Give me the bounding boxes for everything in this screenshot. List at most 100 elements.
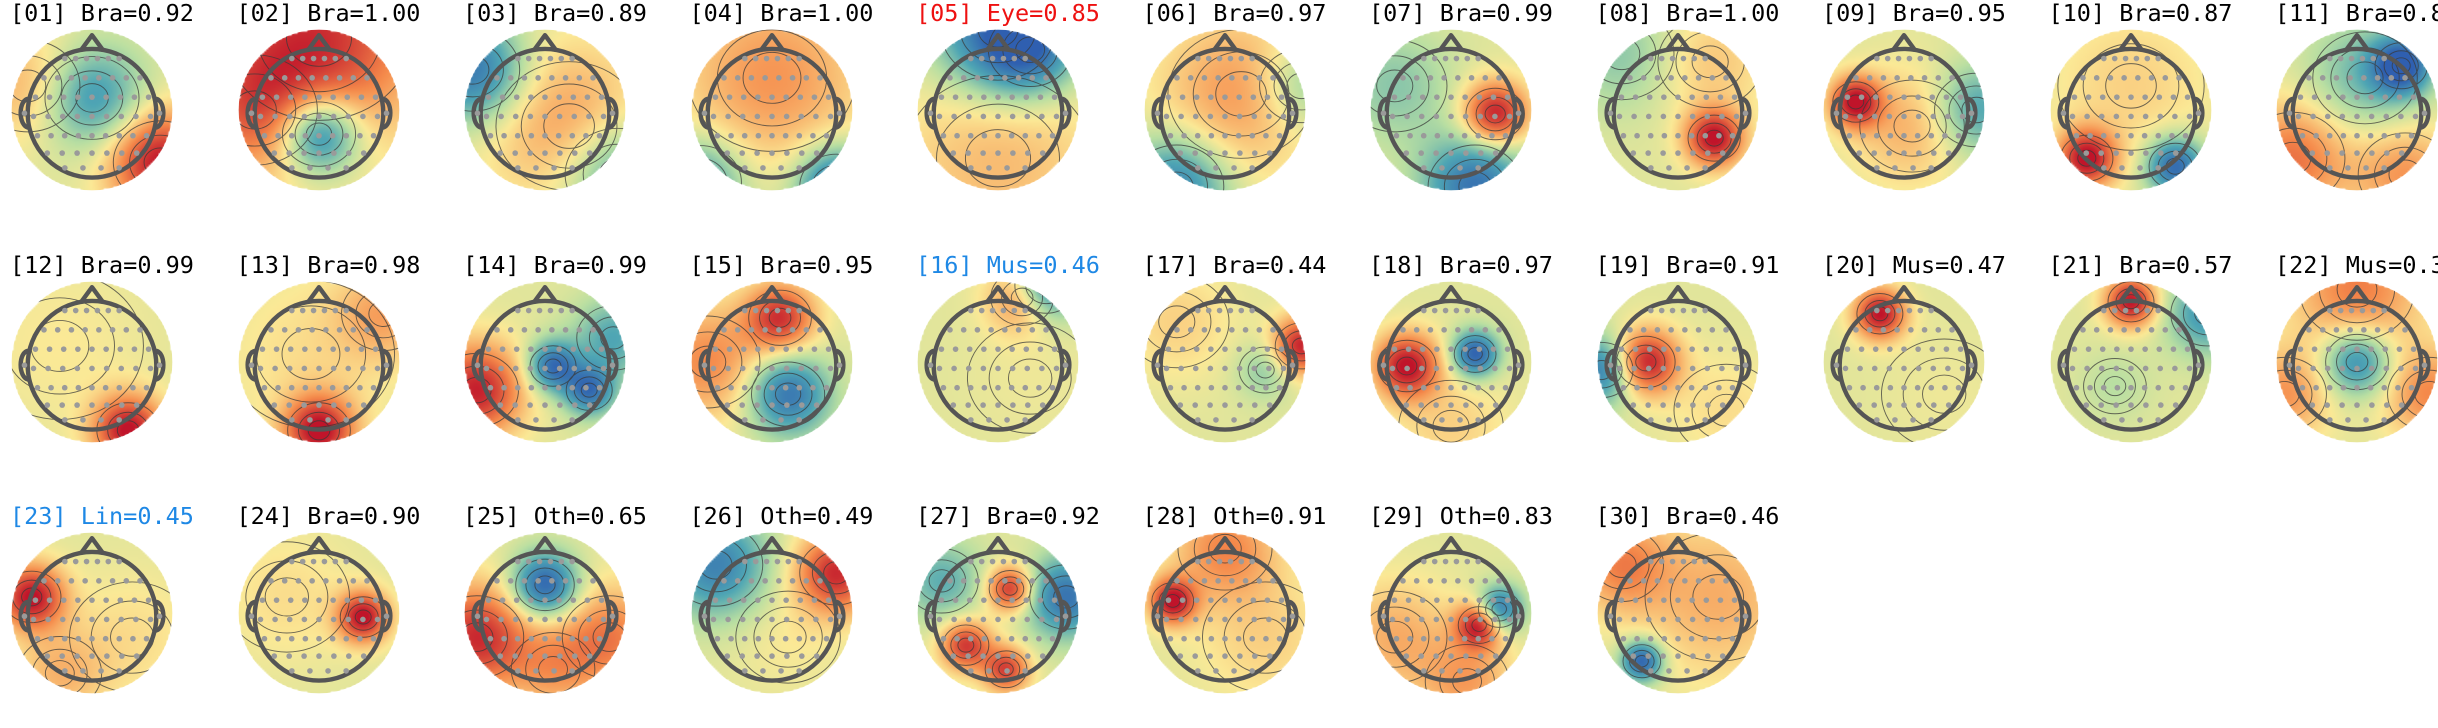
electrode-dot	[555, 635, 562, 642]
electrode-dot	[2133, 55, 2139, 62]
contour-line	[582, 143, 626, 191]
electrode-dot	[322, 578, 329, 584]
electrode-dot	[2325, 345, 2332, 352]
electrode-dot	[1688, 597, 1695, 603]
electrode-dot	[825, 345, 831, 352]
electrode-dot	[1719, 653, 1726, 659]
electrode-dot	[1276, 635, 1282, 642]
electrode-dot	[740, 597, 747, 603]
electrode-dot	[1929, 94, 1936, 100]
right-ear-marker	[1966, 348, 1978, 382]
electrode-dot	[763, 307, 769, 313]
left-ear-marker	[2283, 348, 2295, 382]
electrode-dot	[1205, 307, 1212, 313]
electrode-dot	[46, 597, 53, 603]
electrode-dot	[1214, 75, 1221, 81]
electrode-dot	[2127, 94, 2134, 100]
electrode-dot	[1228, 326, 1235, 333]
electrode-dot	[2395, 384, 2401, 391]
electrode-dot	[59, 113, 66, 120]
electrode-dot	[1176, 150, 1183, 156]
nose-marker	[758, 33, 785, 52]
electrode-dot	[1191, 150, 1198, 156]
contour-line	[600, 325, 626, 350]
electrode-dot	[1039, 365, 1045, 371]
contour-line	[1902, 357, 1985, 431]
electrode-dot	[1221, 365, 1228, 371]
component-title: [28] Oth=0.91	[1142, 502, 1327, 530]
electrode-dot	[823, 384, 829, 391]
electrode-dot	[995, 384, 1001, 391]
electrode-dot	[1910, 165, 1916, 171]
electrode-dot	[1024, 653, 1031, 659]
electrode-dot	[1462, 345, 1468, 352]
electrode-dot	[748, 578, 754, 584]
electrode-dot	[89, 653, 95, 659]
electrode-dot	[34, 132, 41, 139]
electrode-dot	[1660, 113, 1666, 120]
electrode-dot	[1681, 75, 1688, 81]
electrode-dot	[2324, 365, 2331, 371]
electrode-dot	[1208, 384, 1214, 391]
electrode-dot	[1278, 345, 1284, 352]
contour-line	[238, 29, 399, 121]
electrode-dot	[1695, 578, 1701, 584]
electrode-dot	[795, 307, 802, 313]
electrode-dot	[2383, 401, 2390, 408]
scalp-field	[917, 29, 1079, 191]
electrode-dot	[1475, 558, 1481, 565]
electrode-dot	[1860, 384, 1866, 391]
component-panel: [06] Bra=0.97	[1143, 0, 1367, 225]
electrode-dot	[2299, 384, 2306, 391]
right-ear-marker	[1060, 348, 1072, 382]
electrode-dot	[995, 113, 1001, 120]
electrode-dot	[102, 384, 109, 391]
electrode-dot	[965, 401, 972, 408]
electrode-dot	[551, 416, 557, 423]
electrode-dot	[1205, 558, 1212, 565]
electrode-dot	[811, 597, 817, 603]
electrode-dot	[586, 401, 593, 408]
electrode-dot	[342, 384, 349, 391]
electrode-dot	[1654, 578, 1660, 584]
electrode-dot	[1448, 597, 1454, 603]
electrode-dot	[383, 110, 389, 117]
electrode-dot	[1915, 345, 1921, 352]
electrode-dot	[2086, 132, 2093, 139]
electrode-dot	[995, 616, 1001, 623]
electrode-dot	[1659, 150, 1666, 156]
electrode-dot	[259, 345, 265, 352]
electrode-dot	[2154, 307, 2161, 313]
component-title: [13] Bra=0.98	[236, 250, 421, 279]
scalp-topomap	[238, 281, 399, 442]
electrode-dot	[1955, 132, 1962, 139]
electrode-dot	[1002, 75, 1008, 81]
component-panel: [14] Bra=0.99	[463, 252, 687, 477]
electrode-dot	[1441, 75, 1447, 81]
component-title: [30] Bra=0.46	[1595, 502, 1780, 530]
electrode-dot	[1391, 597, 1398, 603]
electrode-dot	[1389, 616, 1396, 623]
electrode-dot	[783, 401, 790, 408]
nose-marker	[984, 536, 1012, 555]
electrode-dot	[62, 416, 68, 423]
electrode-dot	[1380, 361, 1387, 368]
electrode-dot	[783, 150, 790, 156]
scalp-topomap	[917, 29, 1079, 191]
electrode-dot	[783, 653, 790, 659]
electrode-dot	[590, 75, 596, 81]
electrode-dot	[2324, 401, 2331, 408]
scalp-topomap	[691, 532, 852, 694]
electrode-dot	[1887, 345, 1893, 352]
electrode-dot	[609, 361, 616, 368]
electrode-dot	[1646, 345, 1653, 352]
electrode-dot	[1647, 668, 1654, 674]
contour-line	[238, 73, 296, 147]
electrode-dot	[485, 94, 492, 100]
scalp-topomap	[1597, 281, 1758, 442]
electrode-dot	[2118, 165, 2125, 171]
electrode-dot	[556, 597, 562, 603]
contour-line	[1634, 352, 1656, 371]
electrode-dot	[330, 401, 337, 408]
contour-line	[691, 532, 763, 607]
